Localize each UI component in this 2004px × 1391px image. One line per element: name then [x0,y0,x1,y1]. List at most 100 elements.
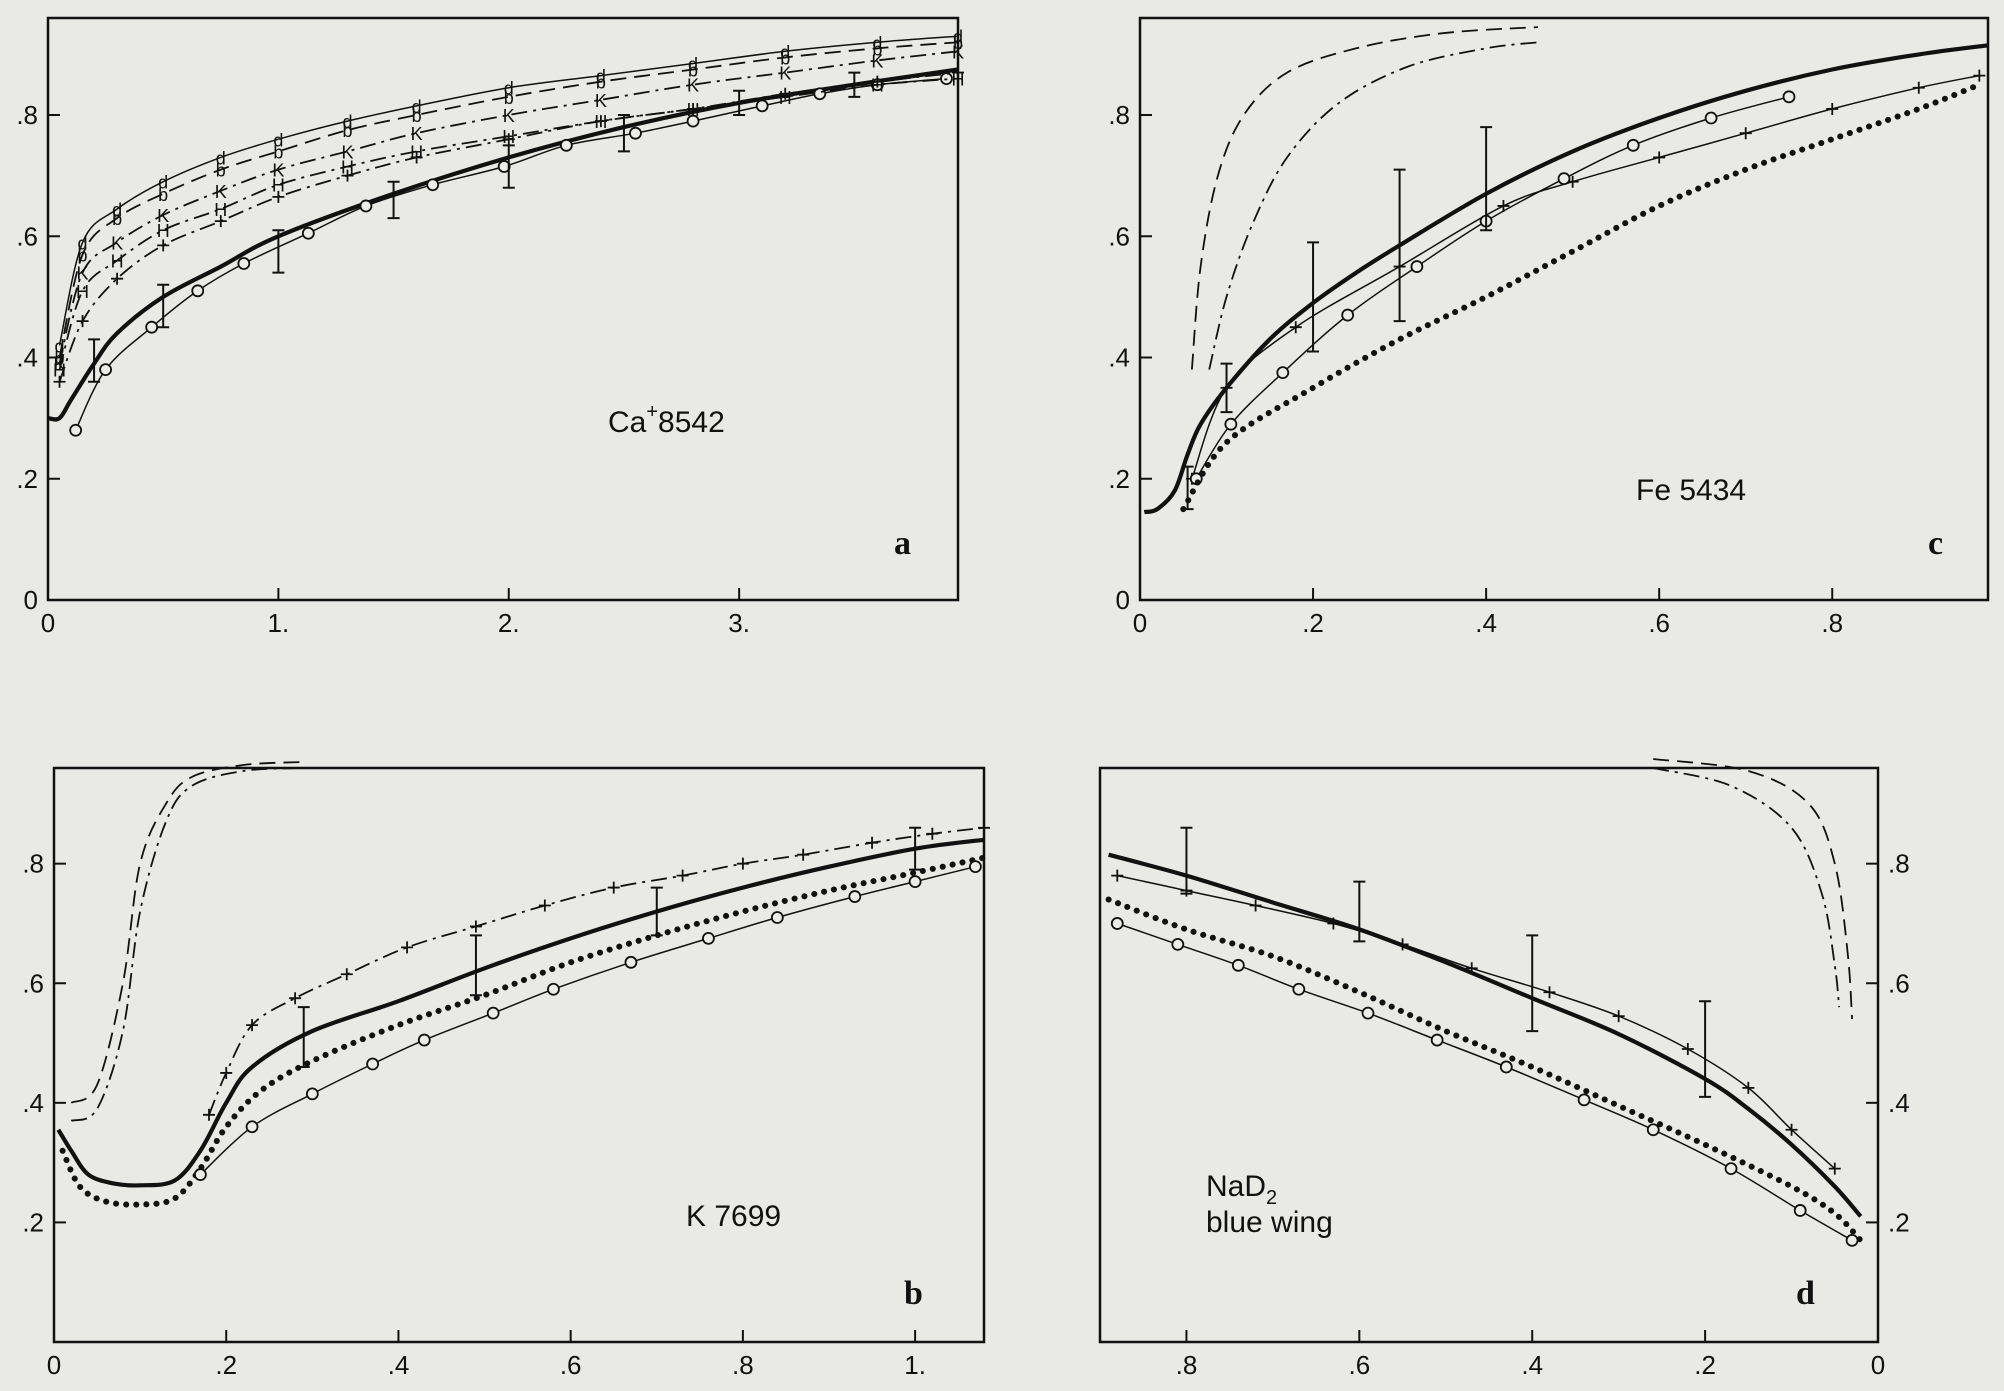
panel-b-data-point [866,836,879,849]
panel-c-y-tick-label: 0 [1116,585,1130,615]
panel-d-title-line2: blue wing [1206,1206,1333,1239]
panel-d-data-point [1465,962,1478,975]
panel-b-data-point [245,1120,259,1134]
panel-d-data-point [1793,1204,1807,1217]
panel-c-error-bar [1181,465,1194,511]
panel-c-data-point [1289,321,1302,334]
panel-a-data-point [952,66,964,79]
panel-d-series-line [1108,852,1863,1218]
panel-a-data-point: K [77,264,89,284]
panel-a-y-tick-label: .2 [16,464,38,494]
panel-a-series-line [74,77,947,431]
panel-b-x-tick-label: 1. [904,1350,926,1380]
panel-a-data-point [559,138,573,152]
panel-a-error-bar [272,229,285,274]
panel-b-data-point [978,821,990,834]
panel-a-data-point: K [595,91,607,111]
panel-c-y-tick-label: .8 [1108,100,1130,130]
panel-b-data-point [220,1066,233,1079]
panel-a-data-point: d [688,54,698,74]
panel-b-data-point [246,1019,259,1032]
panel-a-data-point [76,315,89,328]
panel-c-data-point [1341,308,1355,322]
panel-d-data-point [1845,1233,1859,1247]
panel-b-x-tick-label: .8 [732,1350,754,1380]
panel-c-series-line [1143,43,1989,515]
panel-c-x-tick-label: .2 [1302,608,1324,638]
panel-c-data-point [1912,81,1925,94]
panel-a-data-point [755,99,769,113]
panel-b-data-point [340,968,353,981]
panel-b-y-tick-label: .6 [22,968,44,998]
panel-c-series-line [1191,26,1539,370]
panel-a-x-tick-label: 0 [41,608,55,638]
panel-c: Fe 5434 c 0 .2 .4 .6 .8 0 .2 .4 .6 .8 [1108,16,1990,638]
panel-a-data-point: b [688,61,698,81]
panel-d-data-point [1646,1123,1660,1137]
panel-b-data-point [203,1108,215,1121]
panel-d-error-bar [1180,826,1193,895]
panel-d-y-tick-label: .4 [1888,1088,1910,1118]
panel-d-data-point [1231,958,1245,972]
panel-a-data-point [301,226,315,240]
panel-c-data-point [1739,127,1752,140]
panel-a-data-point: d [412,97,422,117]
panel-b-data-point [848,890,862,903]
panel-a-error-bar [157,283,170,329]
panel-b-series-line [70,761,304,1104]
panel-d-series-line [1117,874,1836,1170]
panel-b-title: K 7699 [686,1200,781,1233]
panel-b-x-tick-label: .6 [560,1350,582,1380]
panel-a-error-bar [88,338,101,383]
panel-d-series-line [1652,767,1840,1008]
panel-b-y-tick-label: .2 [22,1207,44,1237]
panel-a-data-point: b [216,161,226,181]
panel-a-data-point: b [953,33,963,53]
panel-a-data-point: K [411,124,423,144]
panel-d-x-tick-label: .2 [1694,1350,1716,1380]
panel-c-x-tick-label: .8 [1821,608,1843,638]
panel-a-data-point: H [952,70,965,90]
panel-a-data-point [53,375,66,388]
panel-c-data-point [1626,138,1640,152]
panel-c-frame [1138,16,1990,602]
panel-d-data-point [1742,1081,1755,1094]
panel-a-data-point: d [953,27,963,47]
panel-a-error-bar [387,180,400,220]
panel-d-frame [1098,766,1880,1344]
panel-a-frame [46,16,960,602]
panel-c-y-tick-label: .6 [1108,221,1130,251]
panel-b-data-point [797,848,810,861]
panel-a-data-point [502,133,515,146]
panel-d: NaD2 blue wing d 0 .2 .4 .6 .8 .2 .4 .6 .8 [1098,758,1910,1380]
panel-a-y-tick-label: .8 [16,100,38,130]
panel-a-data-point: b [158,185,168,205]
panel-d-title: NaD2 [1206,1170,1277,1209]
panel-b-data-point [736,857,749,870]
panel-a-data-point [191,284,205,298]
panel-a-data-point [594,115,607,128]
panel-a-error-bar [733,89,746,116]
panel-a-data-point: K [503,106,515,126]
panel-c-data-point [1826,102,1839,115]
panel-b-data-point [417,1033,431,1047]
panel-c-data-point [1224,417,1238,431]
panel-a-x-tick-label: 2. [498,608,520,638]
panel-d-data-point [1171,937,1185,951]
panel-a-data-point: H [111,252,124,272]
panel-a-data-point [779,87,792,100]
panel-b-series-line [199,865,976,1176]
panel-d-data-point [1577,1093,1591,1107]
panel-a-data-point: b [342,121,352,141]
panel-a-data-point: b [780,48,790,68]
panel-a-data-point: b [412,106,422,126]
panel-d-data-point [1361,1006,1375,1020]
panel-a-data-point: K [952,42,964,62]
panel-a-data-point [99,363,112,377]
panel-a-data-point: K [341,142,353,162]
panel-a-data-point [111,272,124,285]
panel-a-data-point: K [111,233,123,253]
panel-a-data-point: b [872,39,882,59]
panel-d-data-point [1110,917,1124,930]
panel-b-data-point [486,1006,500,1020]
